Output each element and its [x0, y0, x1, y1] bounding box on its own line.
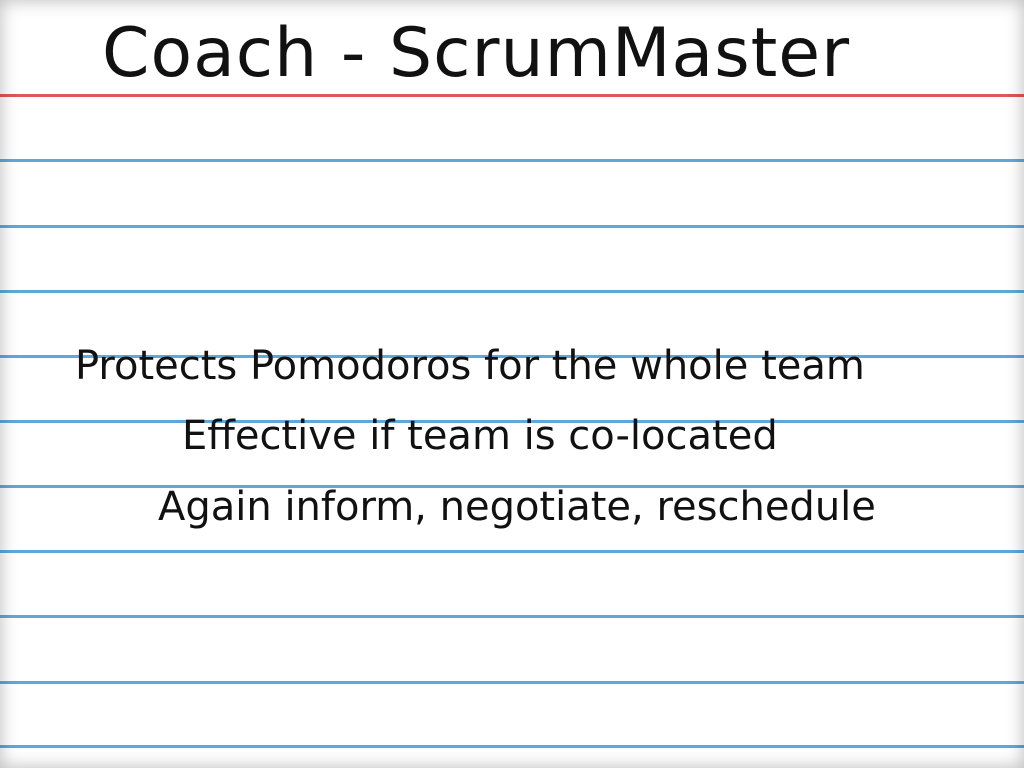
ruled-line: [0, 615, 1024, 618]
ruled-line: [0, 420, 1024, 423]
ruled-line: [0, 681, 1024, 684]
ruled-line: [0, 745, 1024, 748]
ruled-line: [0, 290, 1024, 293]
card-text-line-2: Effective if team is co-located: [182, 413, 778, 459]
ruled-line: [0, 550, 1024, 553]
ruled-line: [0, 485, 1024, 488]
card-text-line-1: Protects Pomodoros for the whole team: [75, 343, 865, 389]
red-margin-line: [0, 94, 1024, 97]
card-title: Coach - ScrumMaster: [102, 14, 851, 93]
ruled-line: [0, 159, 1024, 162]
ruled-line: [0, 225, 1024, 228]
card-text-line-3: Again inform, negotiate, reschedule: [158, 484, 876, 530]
ruled-line: [0, 355, 1024, 358]
